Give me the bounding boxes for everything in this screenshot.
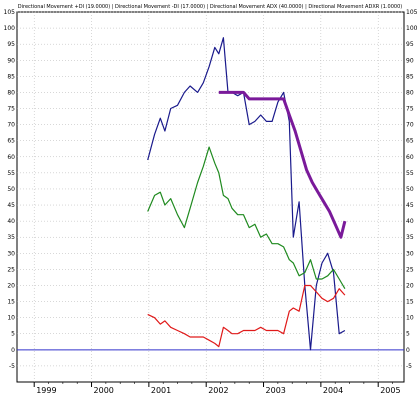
y-tick-label-left: 30: [7, 250, 15, 257]
y-tick-label-right: 0: [406, 347, 410, 354]
x-tick-label: 2001: [151, 386, 171, 395]
y-tick-label-right: 90: [406, 57, 414, 64]
y-tick-label-left: 25: [7, 266, 15, 273]
y-tick-label-left: 75: [7, 106, 15, 113]
y-tick-label-left: 65: [7, 138, 15, 145]
x-axis: 1999 2000 2001 2002 2003 2004 2005: [33, 382, 401, 395]
y-tick-label-left: 85: [7, 73, 15, 80]
y-tick-label-left: 0: [11, 347, 15, 354]
y-tick-label-left: 55: [7, 170, 15, 177]
y-tick-label-right: 55: [406, 170, 414, 177]
grid: [16, 11, 405, 383]
x-tick-label: 2004: [323, 386, 343, 395]
y-tick-label-right: 35: [406, 234, 414, 241]
y-tick-label-left: 70: [7, 122, 15, 129]
x-tick-label: 2003: [266, 386, 286, 395]
y-tick-label-left: 95: [7, 41, 15, 48]
series-line-1: [147, 37, 346, 351]
y-axis-right: -5 0 5 10 15 20 25 30 35 40 45 50 55 60 65 70 75 80 85 90 95…: [406, 9, 418, 370]
y-tick-label-left: 80: [7, 89, 15, 96]
y-tick-label-right: 65: [406, 138, 414, 145]
y-tick-label-right: 95: [406, 41, 414, 48]
series-line-3: [147, 284, 346, 348]
y-tick-label-right: 50: [406, 186, 414, 193]
y-tick-label-left: 40: [7, 218, 15, 225]
y-tick-label-left: 90: [7, 57, 15, 64]
y-tick-label-right: 10: [406, 315, 414, 322]
y-tick-label-right: 75: [406, 106, 414, 113]
y-tick-label-right: 40: [406, 218, 414, 225]
series-line-2: [147, 146, 346, 290]
y-tick-label-right: 5: [406, 331, 410, 338]
x-tick-label: 2005: [380, 386, 400, 395]
y-tick-label-right: 25: [406, 266, 414, 273]
x-tick-label: 1999: [36, 386, 56, 395]
y-axis-left: -5 0 5 10 15 20 25 30 35 40 45 50 55 60 65 70 75 80 85 90 95…: [4, 9, 16, 370]
y-tick-label-left: 105: [4, 9, 16, 16]
plot-frame: [16, 11, 405, 383]
x-tick-label: 2002: [208, 386, 228, 395]
y-tick-label-left: 20: [7, 282, 15, 289]
y-tick-label-left: 10: [7, 315, 15, 322]
y-tick-label-right: 45: [406, 202, 414, 209]
y-tick-label-right: 60: [406, 154, 414, 161]
y-tick-label-left: 45: [7, 202, 15, 209]
y-tick-label-right: 80: [406, 89, 414, 96]
y-tick-label-right: 100: [406, 25, 418, 32]
y-tick-label-right: 15: [406, 299, 414, 306]
y-tick-label-left: -5: [9, 363, 15, 370]
y-tick-label-left: 100: [4, 25, 16, 32]
y-tick-label-right: 105: [406, 9, 418, 16]
y-tick-label-left: 35: [7, 234, 15, 241]
y-tick-label-left: 15: [7, 299, 15, 306]
x-tick-label: 2000: [94, 386, 114, 395]
chart-title: Directional Movement +DI (19.0000) | Dir…: [18, 4, 402, 10]
y-tick-label-right: 85: [406, 73, 414, 80]
series-group: [147, 37, 347, 351]
y-tick-label-right: 30: [406, 250, 414, 257]
y-tick-label-left: 5: [11, 331, 15, 338]
y-tick-label-right: 70: [406, 122, 414, 129]
y-tick-label-left: 60: [7, 154, 15, 161]
series-line-4: [218, 90, 347, 239]
y-tick-label-right: 20: [406, 282, 414, 289]
y-tick-label-right: -5: [406, 363, 412, 370]
y-tick-label-left: 50: [7, 186, 15, 193]
